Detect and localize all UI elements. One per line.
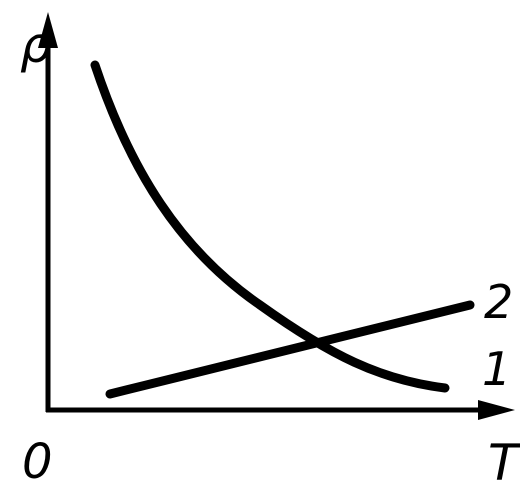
x-axis-label: T [488, 434, 520, 486]
curve-label: 2 [484, 275, 513, 329]
x-arrow [478, 400, 515, 420]
curve-1 [90, 60, 450, 393]
curve-2 [105, 300, 475, 399]
axes [38, 12, 515, 420]
y-axis-label: ρ [20, 16, 52, 74]
curve-label: 1 [482, 342, 511, 396]
origin-label: 0 [22, 434, 53, 486]
y-arrow [38, 12, 58, 48]
